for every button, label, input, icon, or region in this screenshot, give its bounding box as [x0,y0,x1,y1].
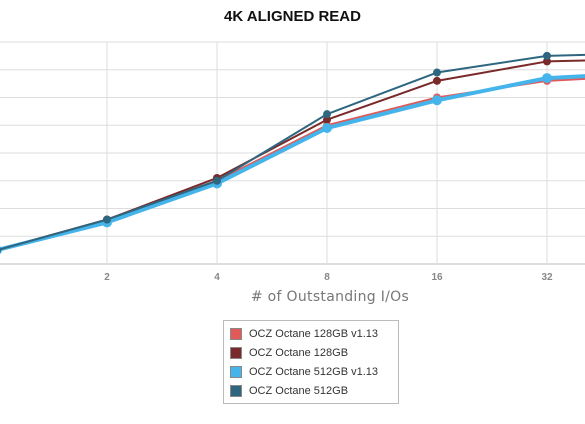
series-group [0,51,585,255]
legend-label: OCZ Octane 128GB [249,346,349,359]
series-line [0,77,585,251]
x-tick-label: 32 [541,272,553,283]
data-point [543,51,551,60]
legend-item: OCZ Octane 128GB v1.13 [230,324,392,343]
series-line [0,74,585,252]
data-point [323,110,331,119]
x-tick-label: 2 [104,272,110,283]
legend-label: OCZ Octane 512GB [249,384,349,397]
legend-label: OCZ Octane 128GB v1.13 [249,327,379,340]
series-3 [0,73,585,255]
plot-area: 2 4 8 16 32 [0,41,585,283]
data-point [322,123,332,134]
data-point [433,68,441,77]
legend-swatch [230,346,242,359]
legend-item: OCZ Octane 128GB [230,343,392,362]
data-point [543,57,551,66]
grid [0,41,585,265]
series-4 [0,51,585,253]
data-point [323,115,331,124]
series-line [0,53,585,251]
data-point [542,73,552,84]
x-axis-label: # of Outstanding I/Os [250,289,410,305]
data-point [0,247,1,253]
x-tick-label: 8 [324,272,330,283]
legend-swatch [230,327,242,340]
data-point [103,215,111,224]
legend: OCZ Octane 128GB v1.13 OCZ Octane 128GB OC… [223,320,399,404]
legend-item: OCZ Octane 512GB v1.13 [230,362,392,381]
data-point [433,76,441,85]
data-point [432,95,442,106]
x-tick-label: 16 [431,272,443,283]
legend-item: OCZ Octane 512GB [230,381,392,400]
x-tick-label: 4 [214,272,220,283]
data-point [213,176,221,185]
x-tick-labels: 2 4 8 16 32 [104,272,553,283]
legend-swatch [230,384,242,397]
legend-swatch [230,365,242,378]
chart-title: 4K ALIGNED READ [224,8,361,25]
legend-label: OCZ Octane 512GB v1.13 [249,365,379,378]
